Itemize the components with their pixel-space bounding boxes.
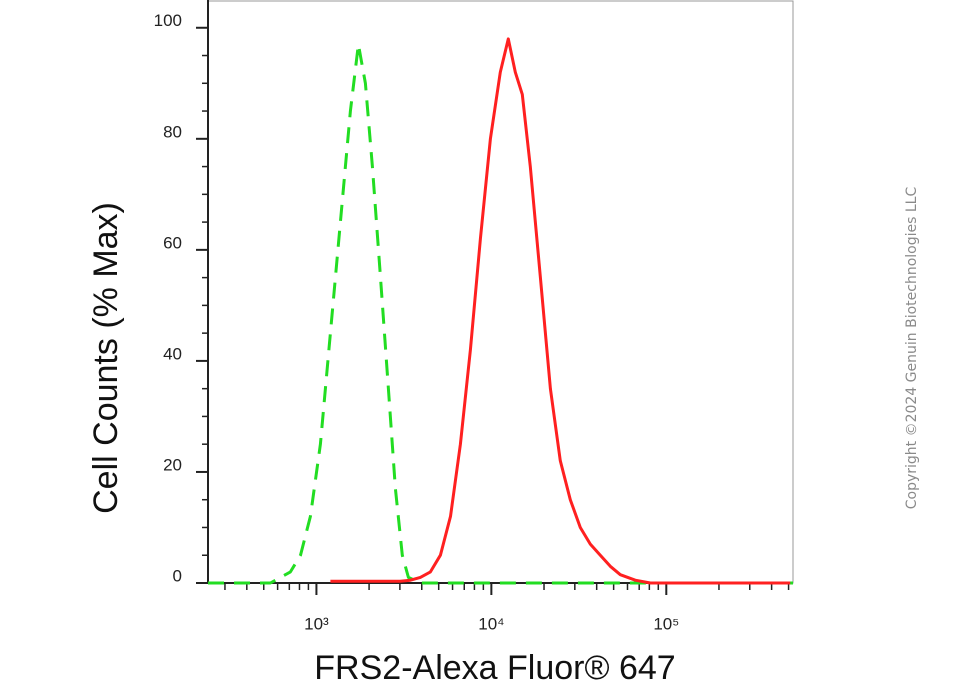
y-tick-label: 0: [173, 566, 182, 585]
series-line: [330, 37, 791, 585]
plot-frame: [207, 0, 794, 584]
x-tick-label: 10⁵: [653, 614, 679, 633]
y-tick-label: 60: [163, 233, 182, 252]
x-axis-title: FRS2-Alexa Fluor® 647: [314, 649, 675, 687]
y-tick-label: 40: [163, 344, 182, 363]
y-tick-label: 100: [154, 11, 182, 30]
watermark: Copyright ©2024 Genuin Biotechnologies L…: [904, 187, 920, 510]
y-tick-label: 80: [163, 122, 182, 141]
y-axis-title: Cell Counts (% Max): [87, 202, 125, 514]
x-tick-label: 10³: [304, 614, 329, 633]
series-line: [208, 42, 793, 585]
y-tick-label: 20: [163, 455, 182, 474]
x-tick-label: 10⁴: [478, 614, 504, 633]
